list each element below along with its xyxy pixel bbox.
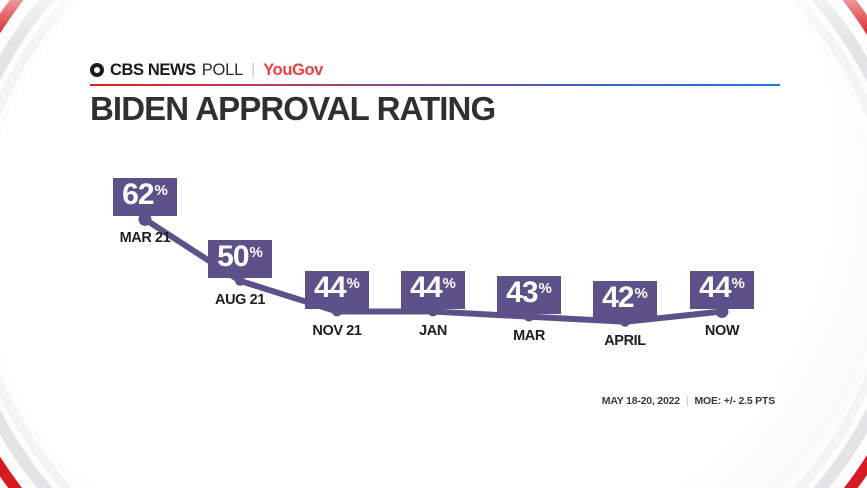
partner-name: YouGov [263, 60, 323, 79]
page-title: BIDEN APPROVAL RATING [90, 90, 496, 127]
cbs-eye-icon [90, 63, 104, 77]
poll-dates: MAY 18-20, 2022 [601, 395, 680, 407]
poll-word: POLL [201, 60, 244, 79]
header-divider-rule [90, 84, 780, 86]
header: CBS NEWS POLL | YouGov BIDEN APPROVAL RA… [90, 60, 780, 127]
branding-separator: | [251, 61, 256, 78]
network-name: CBS NEWS [110, 60, 196, 79]
footnote-separator: | [685, 395, 689, 407]
poll-footnote: MAY 18-20, 2022 | MOE: +/- 2.5 PTS [602, 395, 775, 407]
poll-branding-row: CBS NEWS POLL | YouGov [90, 60, 780, 80]
margin-of-error: MOE: +/- 2.5 PTS [694, 395, 775, 407]
